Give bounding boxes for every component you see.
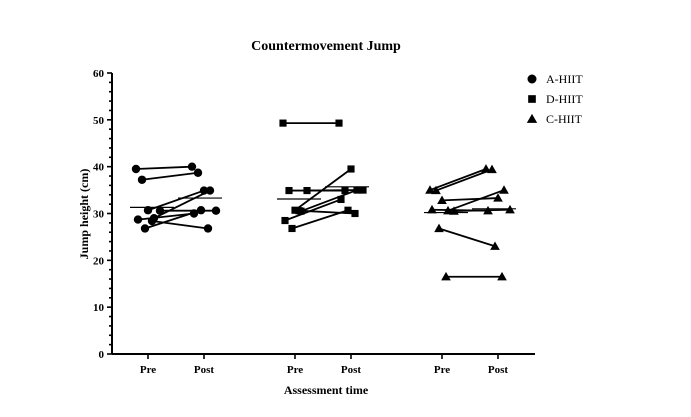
- data-point-pre: [285, 187, 292, 194]
- x-tick-label: Post: [194, 364, 215, 376]
- series-d-hiit: [277, 120, 369, 233]
- data-point-post: [204, 224, 212, 232]
- data-point-pre: [134, 215, 142, 223]
- series-c-hiit: [424, 164, 516, 280]
- y-tick-label: 50: [93, 115, 105, 127]
- data-point-pre: [288, 225, 295, 232]
- pair-line: [442, 198, 498, 200]
- x-tick-label: Post: [488, 364, 509, 376]
- series-a-hiit: [130, 162, 222, 232]
- data-point-post: [499, 185, 509, 193]
- data-point-pre: [281, 217, 288, 224]
- y-tick-label: 60: [93, 68, 105, 80]
- legend-marker-a-hiit: [528, 75, 537, 84]
- chart-title: Countermovement Jump: [251, 39, 401, 54]
- pair-line: [136, 167, 192, 169]
- data-point-post: [335, 120, 342, 127]
- data-point-pre: [156, 206, 164, 214]
- legend-marker-c-hiit: [527, 114, 537, 123]
- pair-line: [430, 169, 486, 190]
- data-point-post: [337, 196, 344, 203]
- data-point-pre: [295, 207, 302, 214]
- data-point-post: [197, 206, 205, 214]
- pair-line: [142, 173, 198, 180]
- x-tick-label: Pre: [434, 364, 450, 376]
- x-tick-label: Pre: [287, 364, 303, 376]
- y-axis-label: Jump height (cm): [77, 169, 91, 260]
- y-tick-label: 0: [99, 349, 105, 361]
- legend-label: C-HIIT: [546, 112, 583, 126]
- y-tick-label: 10: [93, 302, 105, 314]
- data-point-post: [351, 210, 358, 217]
- data-point-post: [188, 162, 196, 170]
- data-point-post: [212, 206, 220, 214]
- plot-area: 0 10 20 30 40 50 60 Pre Post Pre Post Pre Post A-HIIT…: [93, 68, 583, 376]
- y-tick-label: 20: [93, 255, 105, 267]
- data-point-post: [347, 165, 354, 172]
- pair-line: [152, 221, 208, 228]
- x-tick-label: Pre: [140, 364, 156, 376]
- legend-label: D-HIIT: [546, 92, 583, 106]
- y-tick-label: 40: [93, 162, 105, 174]
- data-point-pre: [144, 206, 152, 214]
- legend-marker-d-hiit: [528, 95, 536, 103]
- x-axis-label: Assessment time: [284, 383, 369, 397]
- data-point-pre: [132, 165, 140, 173]
- data-point-pre: [148, 217, 156, 225]
- data-point-post: [359, 187, 366, 194]
- x-tick-label: Post: [341, 364, 362, 376]
- data-point-pre: [434, 224, 444, 232]
- data-point-pre: [138, 176, 146, 184]
- data-point-pre: [303, 187, 310, 194]
- pair-line: [432, 210, 488, 211]
- data-point-post: [194, 169, 202, 177]
- legend-label: A-HIIT: [546, 72, 583, 86]
- data-point-pre: [141, 224, 149, 232]
- pair-line: [439, 228, 495, 246]
- y-tick-label: 30: [93, 209, 105, 221]
- data-point-pre: [279, 120, 286, 127]
- pair-line: [436, 169, 492, 190]
- data-point-post: [206, 186, 214, 194]
